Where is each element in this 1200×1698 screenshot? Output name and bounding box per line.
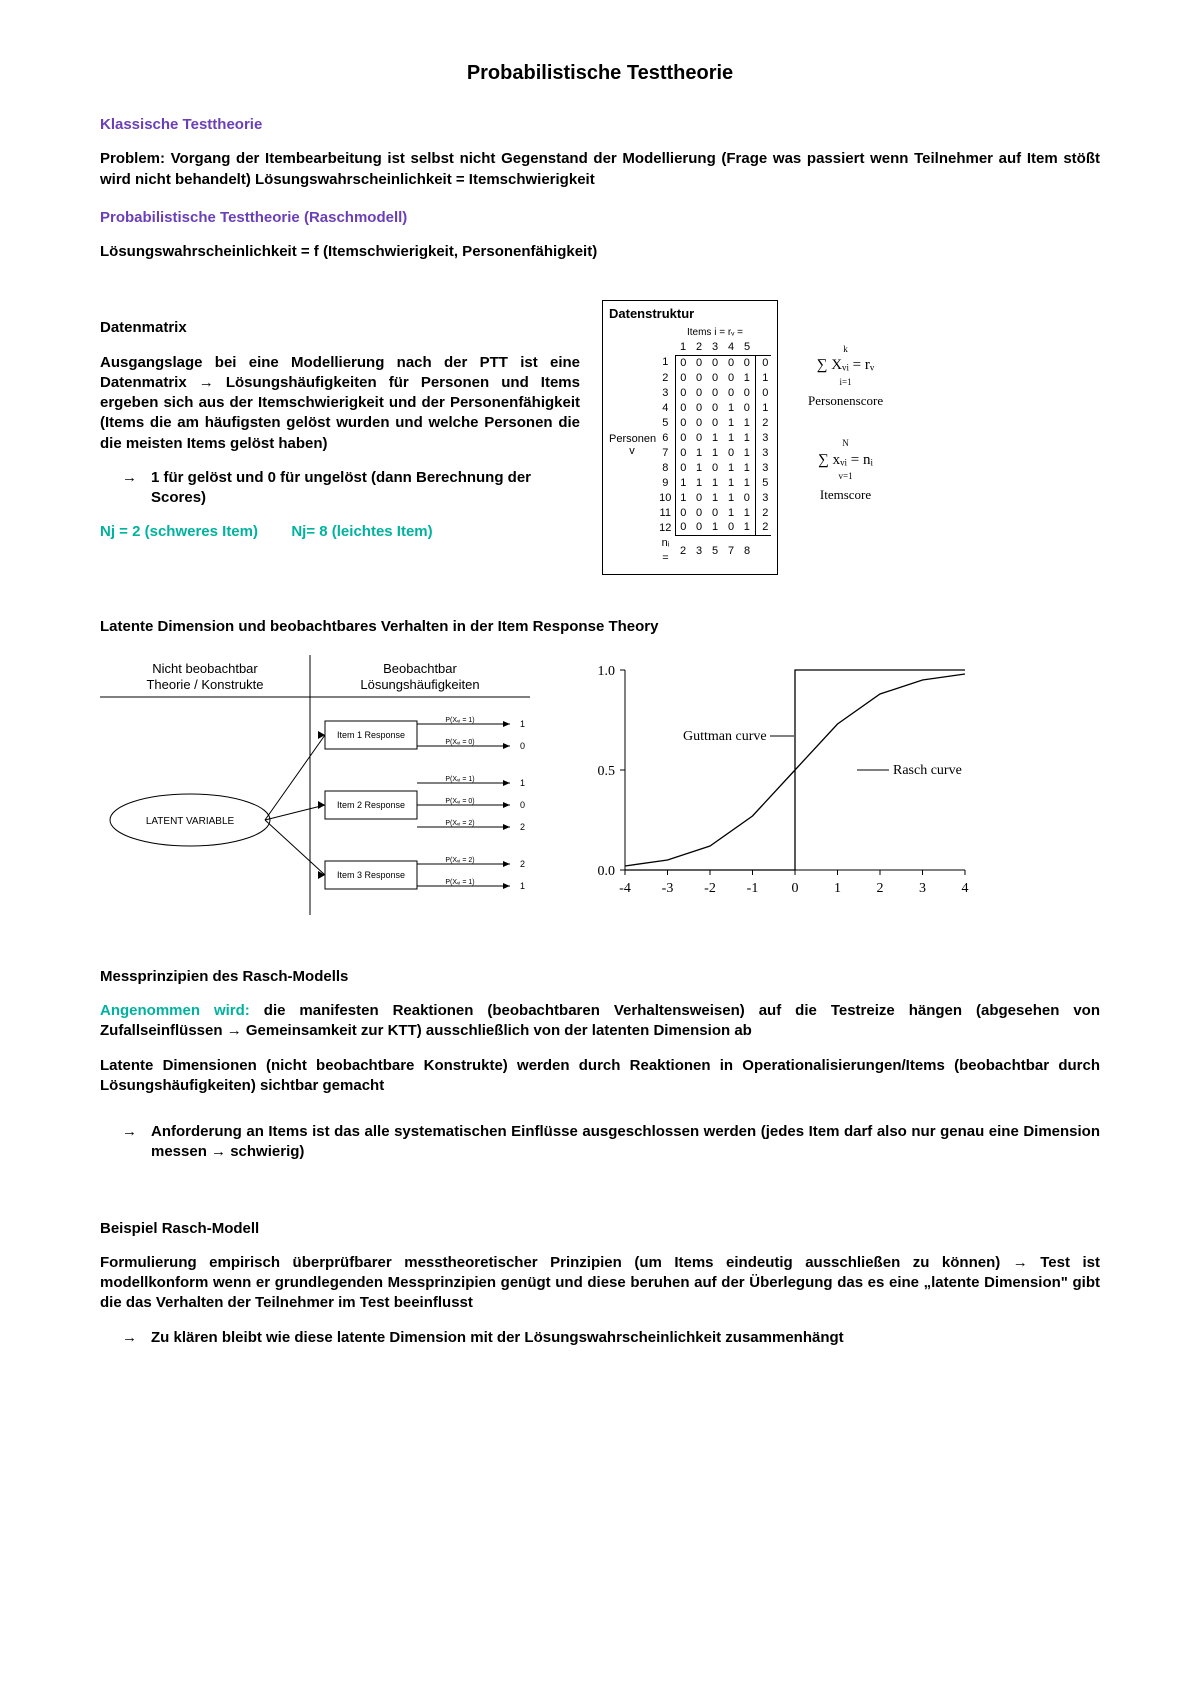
svg-text:3: 3 [919,881,926,896]
svg-text:P(Xᵥᵢ = 1): P(Xᵥᵢ = 1) [445,776,474,783]
page-title: Probabilistische Testtheorie [100,60,1100,87]
formula-block: k ∑ Xᵥᵢ = rᵥ i=1 Personenscore N ∑ xᵥᵢ =… [808,343,883,531]
svg-text:P(Xᵥᵢ = 1): P(Xᵥᵢ = 1) [445,717,474,724]
messprinzipien-p2: Latente Dimensionen (nicht beobachtbare … [100,1056,1100,1097]
itemscore-eq: ∑ xᵥᵢ = nᵢ [808,450,883,470]
svg-text:-3: -3 [662,881,674,896]
datenmatrix-bullet: 1 für gelöst und 0 für ungelöst (dann Be… [151,468,580,509]
section2-paragraph: Lösungswahrscheinlichkeit = f (Itemschwi… [100,242,1100,262]
svg-text:2: 2 [520,822,525,832]
personscore-label: Personenscore [808,392,883,410]
svg-text:0: 0 [792,881,799,896]
svg-text:2: 2 [877,881,884,896]
beispiel-bullet: Zu klären bleibt wie diese latente Dimen… [151,1328,1100,1348]
section2-heading: Probabilistische Testtheorie (Raschmodel… [100,208,1100,228]
svg-text:4: 4 [962,881,969,896]
svg-text:Item 2 Response: Item 2 Response [337,800,405,810]
svg-text:0.0: 0.0 [598,864,616,879]
section1-paragraph: Problem: Vorgang der Itembearbeitung ist… [100,149,1100,190]
svg-text:0.5: 0.5 [598,764,616,779]
lv-th2: Theorie / Konstrukte [146,677,263,692]
svg-text:P(Xᵥᵢ = 0): P(Xᵥᵢ = 0) [445,798,474,805]
svg-text:-4: -4 [619,881,631,896]
formula-sup2: N [808,437,883,449]
datastructure-title: Datenstruktur [609,305,771,323]
svg-text:0: 0 [520,741,525,751]
lv-th1: Nicht beobachtbar [152,661,258,676]
datastructure-figure: Datenstruktur Personenv Items i = rᵥ =12… [602,300,883,574]
rasch-curve-plot: 1.0 0.5 0.0 -4 -3 -2 -1 0 1 2 3 4 Guttman curve Ra… [570,655,990,915]
svg-text:P(Xᵥᵢ = 2): P(Xᵥᵢ = 2) [445,857,474,864]
svg-text:Item 3 Response: Item 3 Response [337,870,405,880]
svg-text:1.0: 1.0 [598,664,616,679]
svg-text:1: 1 [520,778,525,788]
formula-low2: v=1 [808,470,883,482]
svg-text:0: 0 [520,800,525,810]
svg-text:1: 1 [520,719,525,729]
formula-sup1: k [808,343,883,355]
beispiel-p1: Formulierung empirisch überprüfbarer mes… [100,1253,1100,1314]
itemscore-label: Itemscore [808,486,883,504]
angenommen-lead: Angenommen wird: [100,1002,250,1019]
section1-heading: Klassische Testtheorie [100,115,1100,135]
svg-text:P(Xᵥᵢ = 1): P(Xᵥᵢ = 1) [445,879,474,886]
latent-variable-diagram: Nicht beobachtbar Theorie / Konstrukte B… [100,655,530,915]
datenmatrix-paragraph: Ausgangslage bei eine Modellierung nach … [100,353,580,454]
latent-label: LATENT VARIABLE [146,816,235,827]
rasch-label: Rasch curve [893,763,962,778]
arrow-icon: → [122,468,137,509]
datenmatrix-heading: Datenmatrix [100,318,580,338]
guttman-label: Guttman curve [683,729,767,744]
nj-hard: Nj = 2 (schweres Item) [100,523,258,540]
formula-low1: i=1 [808,376,883,388]
messprinzipien-bullet: Anforderung an Items ist das alle system… [151,1122,1100,1163]
svg-text:2: 2 [520,859,525,869]
lv-th3: Beobachtbar [383,661,457,676]
svg-text:1: 1 [834,881,841,896]
person-axis-label: Personenv [609,433,655,457]
svg-text:P(Xᵥᵢ = 0): P(Xᵥᵢ = 0) [445,739,474,746]
svg-text:-2: -2 [704,881,716,896]
personscore-eq: ∑ Xᵥᵢ = rᵥ [808,355,883,375]
datastructure-table: Items i = rᵥ =12345100000020000113000000… [659,325,771,566]
irt-heading: Latente Dimension und beobachtbares Verh… [100,617,1100,637]
svg-text:Item 1 Response: Item 1 Response [337,730,405,740]
messprinzipien-heading: Messprinzipien des Rasch-Modells [100,967,1100,987]
arrow-icon: → [122,1328,137,1348]
svg-text:1: 1 [520,881,525,891]
arrow-icon: → [122,1122,137,1163]
beispiel-heading: Beispiel Rasch-Modell [100,1219,1100,1239]
messprinzipien-p1: die manifesten Reaktionen (beobachtbaren… [100,1002,1100,1039]
svg-text:P(Xᵥᵢ = 2): P(Xᵥᵢ = 2) [445,820,474,827]
svg-text:-1: -1 [747,881,759,896]
nj-easy: Nj= 8 (leichtes Item) [291,523,432,540]
lv-th4: Lösungshäufigkeiten [360,677,479,692]
